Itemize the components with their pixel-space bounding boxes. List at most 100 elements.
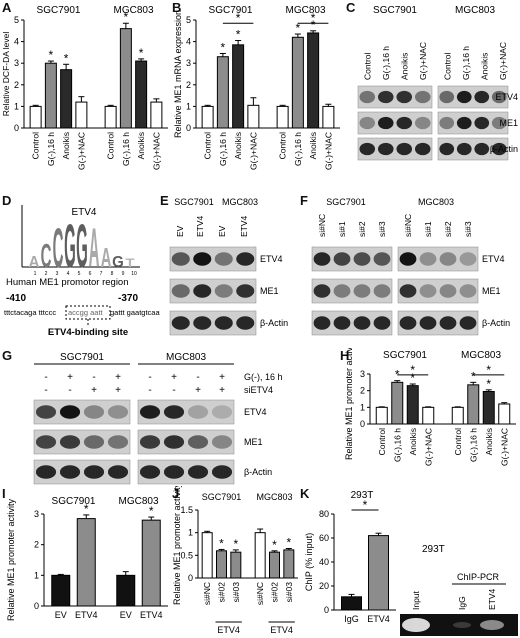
band xyxy=(83,405,105,419)
lane-label: si#3 xyxy=(377,221,387,237)
panel-letter-g: G xyxy=(2,348,13,363)
bar xyxy=(216,56,229,129)
y-tick-label: 4 xyxy=(186,37,191,47)
bar xyxy=(150,101,163,129)
x-tick-label: G(-),16 h xyxy=(46,132,56,166)
bar xyxy=(119,28,132,129)
band xyxy=(399,316,417,330)
x-tick-label: Anoikis xyxy=(233,132,243,159)
band xyxy=(211,465,233,479)
y-tick-label: 1 xyxy=(188,528,193,538)
blot-strip xyxy=(357,111,433,135)
band xyxy=(359,116,376,130)
band xyxy=(171,252,190,266)
significance-star: * xyxy=(311,18,316,32)
group-label: SGC7901 xyxy=(60,352,104,363)
band xyxy=(313,284,331,298)
band xyxy=(359,90,376,104)
band xyxy=(399,284,417,298)
motif-position: 4 xyxy=(67,271,70,277)
x-tick-label: ETV4 xyxy=(367,614,390,624)
significance-star: * xyxy=(233,537,238,551)
band-label: β-Actin xyxy=(244,467,272,477)
band xyxy=(171,284,190,298)
band xyxy=(59,435,81,449)
bar xyxy=(29,105,42,129)
y-tick-label: 1 xyxy=(14,101,19,111)
bar xyxy=(201,532,213,579)
band xyxy=(333,252,351,266)
significance-star: * xyxy=(471,369,476,383)
x-tick-label: Anoikis xyxy=(484,428,494,455)
panel-letter-a: A xyxy=(2,0,12,15)
band xyxy=(474,116,490,130)
lane-label: Anoikis xyxy=(479,53,489,80)
panel-letter-k: K xyxy=(300,486,310,501)
x-tick-label: si#03 xyxy=(284,582,294,603)
x-tick-label: ETV4 xyxy=(75,610,98,620)
lane-label: G(-)+NAC xyxy=(418,42,428,80)
blot-strip xyxy=(437,111,509,135)
panel-letter-b: B xyxy=(172,0,182,15)
group-label: MGC803 xyxy=(285,5,325,16)
y-axis-label: Relative ME1 promoter activity xyxy=(6,498,16,621)
x-tick-label: Control xyxy=(203,132,213,160)
group-label: MGC803 xyxy=(222,197,258,207)
band xyxy=(474,142,490,156)
bar xyxy=(291,36,304,129)
group-label: MGC803 xyxy=(455,5,495,16)
band xyxy=(414,116,431,130)
treatment-sign: - xyxy=(68,385,71,396)
band xyxy=(211,405,233,419)
band xyxy=(459,316,477,330)
band xyxy=(333,284,351,298)
band xyxy=(353,252,371,266)
band-label: ETV4 xyxy=(495,92,518,102)
band xyxy=(35,435,57,449)
group-label: SGC7901 xyxy=(326,197,366,207)
motif-letter: T xyxy=(125,256,135,269)
group-label: MGC803 xyxy=(166,352,206,363)
x-tick-label: si#02 xyxy=(217,582,227,603)
group-label: MGC803 xyxy=(118,496,158,507)
band xyxy=(373,284,391,298)
band-label: ME1 xyxy=(244,437,263,447)
bar xyxy=(422,406,435,425)
y-tick-label: 0 xyxy=(360,419,365,429)
panel-e-western-blot: SGC7901 MGC803 EV ETV4 EV ETV4 ETV4 ME1 β-Actin xyxy=(169,197,288,336)
lane-label: G(-)+NAC xyxy=(498,42,508,80)
x-tick-label: G(-),16 h xyxy=(218,132,228,166)
x-tick-label: Anoikis xyxy=(61,132,71,159)
motif-letter: G xyxy=(112,254,124,271)
band xyxy=(399,252,417,266)
band xyxy=(377,90,394,104)
band xyxy=(163,405,185,419)
band xyxy=(35,465,57,479)
significance-star: * xyxy=(410,371,415,385)
x-tick-label: si#NC xyxy=(255,582,265,605)
bar xyxy=(247,104,260,129)
band-label: β-Actin xyxy=(482,318,510,328)
band xyxy=(419,252,437,266)
y-axis-label: ChIP (% input) xyxy=(304,533,314,591)
bar xyxy=(75,101,88,129)
lane-label: Anoikis xyxy=(399,53,409,80)
lane-label: Input xyxy=(411,590,421,610)
y-tick-label: 2 xyxy=(34,540,39,550)
significance-star: * xyxy=(486,377,491,391)
y-tick-label: 1 xyxy=(34,570,39,580)
band xyxy=(353,284,371,298)
motif-letter: G xyxy=(76,213,88,280)
motif-position: 8 xyxy=(111,271,114,277)
x-tick-label: EV xyxy=(120,610,132,620)
x-tick-label: si#03 xyxy=(231,582,241,603)
motif-position: 10 xyxy=(131,271,137,277)
y-tick-label: 3 xyxy=(34,509,39,519)
blot-strip xyxy=(357,85,433,109)
y-tick-label: 1 xyxy=(186,101,191,111)
panel-letter-e: E xyxy=(160,193,169,208)
cell-line-label: 293T xyxy=(422,544,445,555)
bar xyxy=(232,44,245,129)
